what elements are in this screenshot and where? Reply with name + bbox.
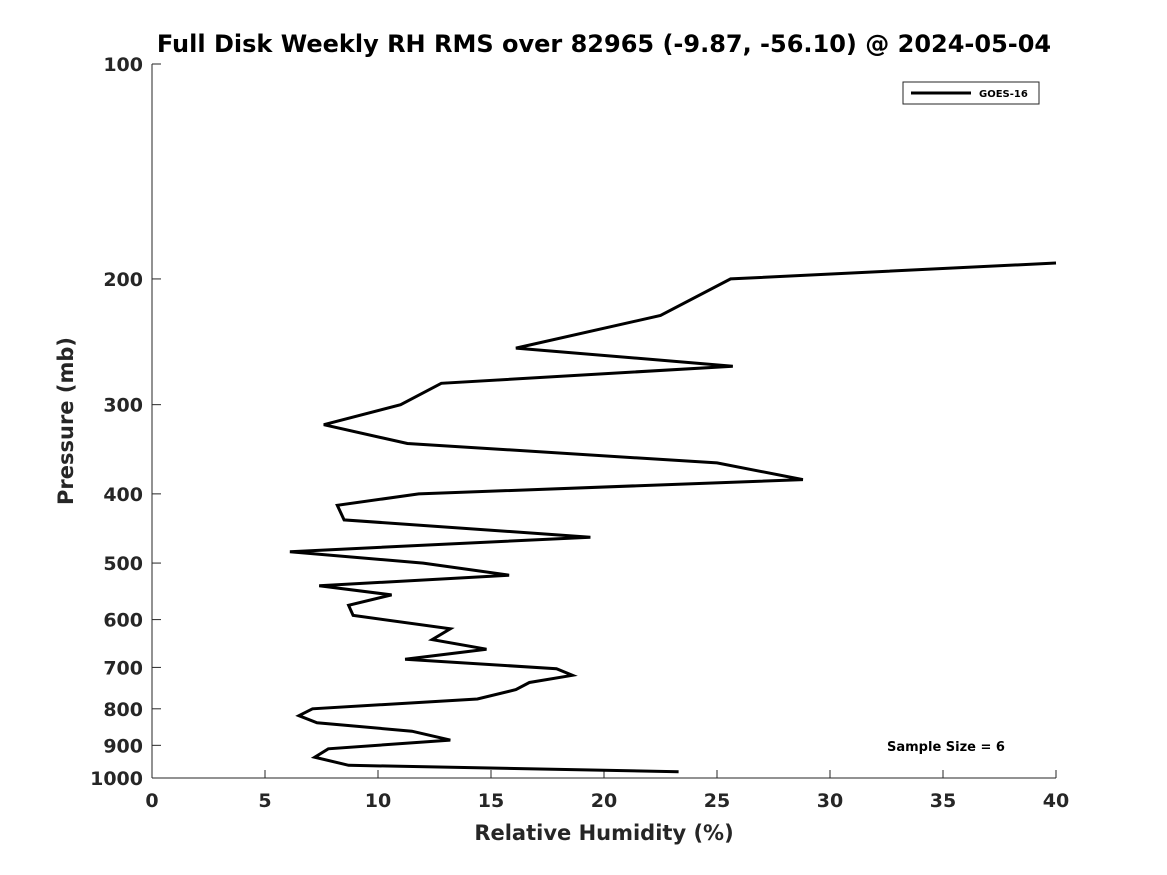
y-tick-label: 900 [103, 735, 143, 757]
legend-label-goes-16: GOES-16 [979, 89, 1028, 100]
y-axis-label: Pressure (mb) [54, 337, 78, 505]
series-layer [289, 261, 1057, 774]
x-ticks: 0 5 10 15 20 25 30 35 40 [145, 770, 1069, 812]
y-tick-label: 500 [103, 553, 143, 575]
sample-size-annotation: Sample Size = 6 [887, 740, 1005, 755]
x-tick-label: 15 [478, 790, 504, 812]
y-tick-label: 700 [103, 657, 143, 679]
x-axis-label: Relative Humidity (%) [474, 821, 733, 845]
y-tick-label: 200 [103, 269, 143, 291]
x-tick-label: 25 [704, 790, 730, 812]
y-tick-label: 800 [103, 699, 143, 721]
x-tick-label: 30 [817, 790, 843, 812]
y-tick-label: 100 [103, 54, 143, 76]
x-tick-label: 10 [365, 790, 391, 812]
legend: GOES-16 [902, 81, 1040, 105]
series-line-goes-16 [289, 261, 1057, 774]
x-tick-label: 40 [1043, 790, 1069, 812]
x-tick-label: 35 [930, 790, 956, 812]
y-tick-label: 1000 [90, 768, 143, 790]
chart-title: Full Disk Weekly RH RMS over 82965 (-9.8… [157, 30, 1051, 58]
y-tick-label: 400 [103, 484, 143, 506]
x-tick-label: 20 [591, 790, 617, 812]
y-ticks: 100 200 300 400 500 600 700 800 900 1000 [90, 54, 161, 790]
y-tick-label: 600 [103, 610, 143, 632]
x-tick-label: 0 [145, 790, 158, 812]
y-tick-label: 300 [103, 395, 143, 417]
x-tick-label: 5 [258, 790, 271, 812]
